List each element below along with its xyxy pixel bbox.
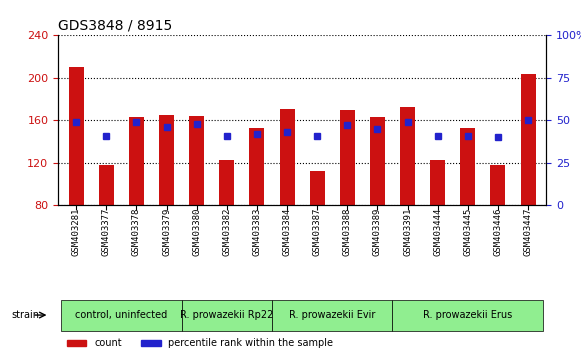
FancyBboxPatch shape xyxy=(393,300,543,331)
Text: R. prowazekii Erus: R. prowazekii Erus xyxy=(423,310,512,320)
Text: GDS3848 / 8915: GDS3848 / 8915 xyxy=(58,19,173,33)
Text: GSM403444: GSM403444 xyxy=(433,208,442,256)
Text: GSM403377: GSM403377 xyxy=(102,208,111,256)
Legend: count, percentile rank within the sample: count, percentile rank within the sample xyxy=(63,335,337,352)
Text: GSM403378: GSM403378 xyxy=(132,208,141,256)
Text: GSM403383: GSM403383 xyxy=(252,208,261,256)
Bar xyxy=(189,116,204,205)
Bar xyxy=(159,115,174,205)
Text: control, uninfected: control, uninfected xyxy=(75,310,167,320)
FancyBboxPatch shape xyxy=(272,300,393,331)
Text: GSM403380: GSM403380 xyxy=(192,208,201,256)
Bar xyxy=(310,171,325,205)
FancyBboxPatch shape xyxy=(182,300,272,331)
Bar xyxy=(69,67,84,205)
Bar xyxy=(521,74,536,205)
FancyBboxPatch shape xyxy=(61,300,182,331)
Text: GSM403388: GSM403388 xyxy=(343,208,352,256)
Text: GSM403382: GSM403382 xyxy=(223,208,231,256)
Text: GSM403384: GSM403384 xyxy=(282,208,292,256)
Bar xyxy=(340,110,355,205)
Text: R. prowazekii Rp22: R. prowazekii Rp22 xyxy=(180,310,274,320)
Text: R. prowazekii Evir: R. prowazekii Evir xyxy=(289,310,375,320)
Text: GSM403391: GSM403391 xyxy=(403,208,412,256)
Text: strain: strain xyxy=(12,310,40,320)
Bar xyxy=(249,128,264,205)
Bar xyxy=(490,165,505,205)
Bar xyxy=(99,165,114,205)
Bar xyxy=(430,160,445,205)
Bar xyxy=(370,117,385,205)
Text: GSM403447: GSM403447 xyxy=(523,208,533,256)
Bar xyxy=(460,128,475,205)
Text: GSM403281: GSM403281 xyxy=(71,208,81,256)
Text: GSM403389: GSM403389 xyxy=(373,208,382,256)
Text: GSM403387: GSM403387 xyxy=(313,208,322,256)
Bar xyxy=(129,117,144,205)
Bar xyxy=(400,107,415,205)
Bar xyxy=(279,109,295,205)
Text: GSM403446: GSM403446 xyxy=(493,208,503,256)
Text: GSM403445: GSM403445 xyxy=(463,208,472,256)
Bar xyxy=(219,160,234,205)
Text: GSM403379: GSM403379 xyxy=(162,208,171,256)
